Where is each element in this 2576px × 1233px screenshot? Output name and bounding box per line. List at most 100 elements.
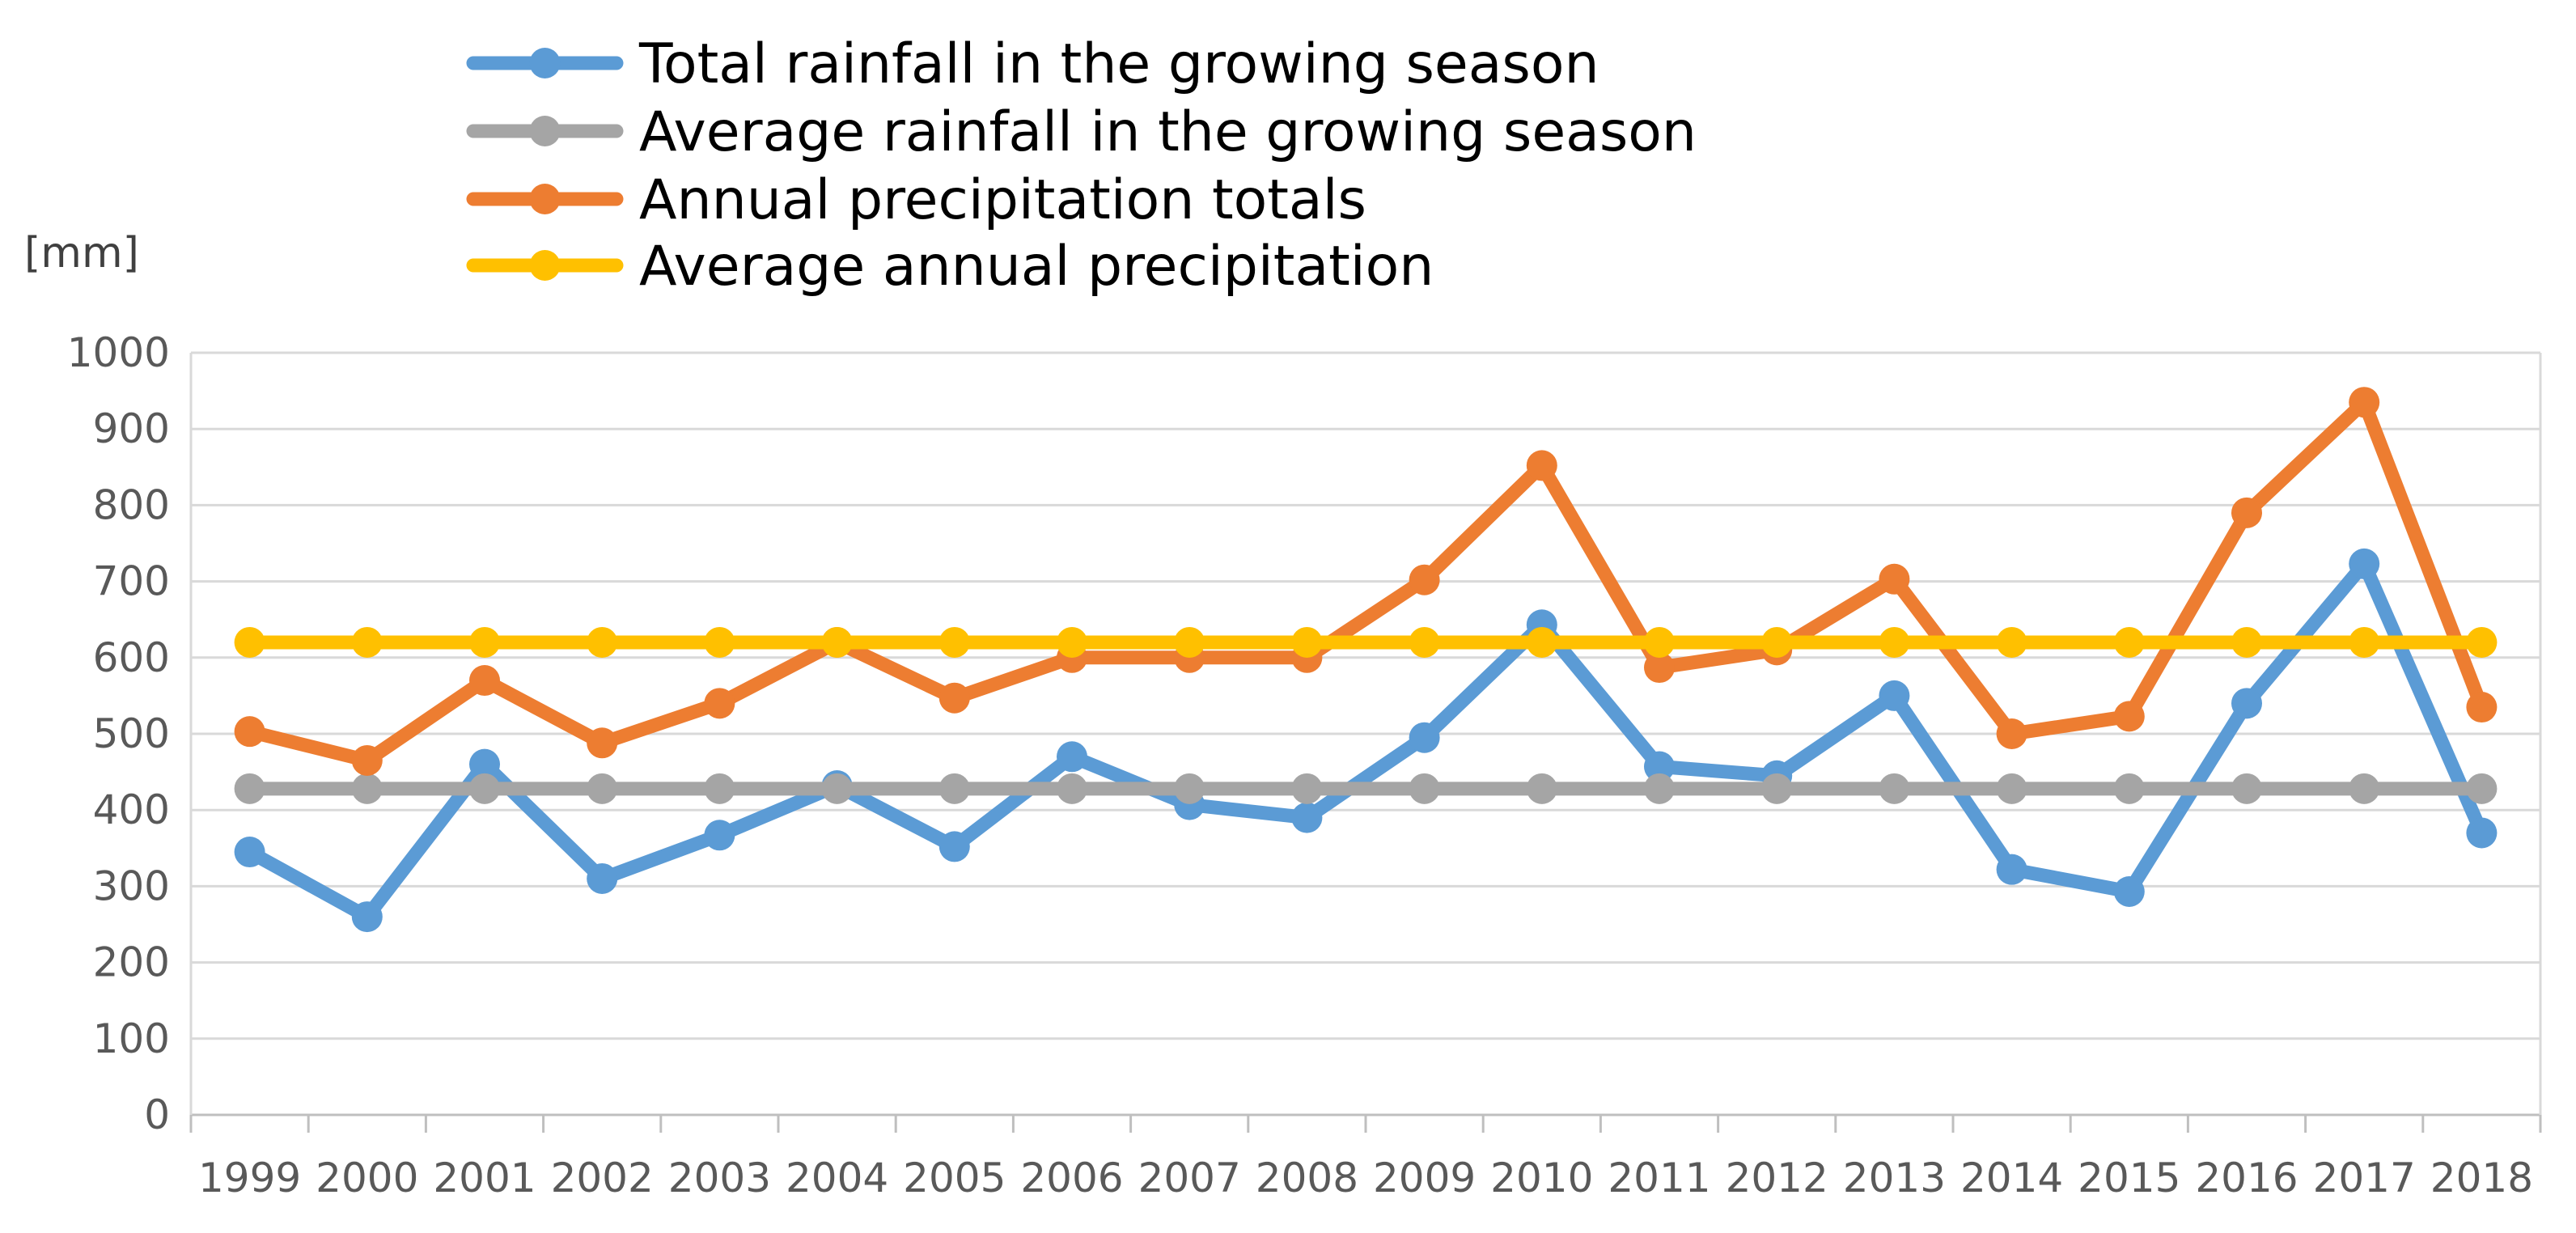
y-tick-label: 900 <box>93 405 170 452</box>
data-point <box>1526 773 1557 804</box>
data-point <box>1409 564 1440 595</box>
data-point <box>351 901 383 933</box>
legend-label: Average annual precipitation <box>639 235 1434 299</box>
data-point <box>587 773 618 804</box>
data-point <box>587 727 618 759</box>
data-point <box>1644 773 1675 804</box>
data-point <box>2231 626 2262 658</box>
data-point <box>1644 626 1675 658</box>
data-point <box>2231 688 2262 719</box>
x-tick-label: 2007 <box>1138 1155 1241 1201</box>
data-point <box>1879 773 1910 804</box>
y-tick-label: 600 <box>93 634 170 681</box>
x-tick-label: 2014 <box>1960 1155 2063 1201</box>
x-tick-label: 2003 <box>668 1155 771 1201</box>
data-point <box>1996 718 2027 749</box>
data-point <box>704 820 735 851</box>
x-tick-label: 2008 <box>1256 1155 1358 1201</box>
data-point <box>469 626 500 658</box>
legend-label: Annual precipitation totals <box>639 168 1366 232</box>
data-point <box>1761 773 1793 804</box>
legend-item: Average rainfall in the growing season <box>466 100 1697 164</box>
legend-swatch-marker <box>529 48 561 78</box>
data-point <box>2231 497 2262 528</box>
data-point <box>1644 751 1675 782</box>
data-point <box>351 773 383 804</box>
data-point <box>2466 817 2498 849</box>
data-point <box>2113 701 2145 732</box>
data-point <box>1996 773 2027 804</box>
data-point <box>2349 548 2380 579</box>
data-point <box>704 688 735 719</box>
x-tick-label: 2016 <box>2195 1155 2298 1201</box>
data-point <box>2466 626 2498 658</box>
data-point <box>1291 773 1323 804</box>
y-tick-label: 300 <box>93 862 170 909</box>
x-tick-label: 1999 <box>198 1155 301 1201</box>
data-point <box>234 626 265 658</box>
x-tick-label: 2012 <box>1726 1155 1828 1201</box>
data-point <box>1879 563 1910 595</box>
y-tick-label: 800 <box>93 481 170 528</box>
data-point <box>469 748 500 780</box>
y-tick-label: 700 <box>93 558 170 605</box>
x-tick-label: 2001 <box>433 1155 536 1201</box>
series-4 <box>234 626 2498 658</box>
y-tick-label: 0 <box>144 1091 170 1138</box>
data-point <box>704 773 735 804</box>
data-point <box>1879 626 1910 658</box>
legend-label: Total rainfall in the growing season <box>638 32 1599 96</box>
legend-label: Average rainfall in the growing season <box>639 100 1697 164</box>
x-tick-label: 2011 <box>1608 1155 1710 1201</box>
data-point <box>821 626 853 658</box>
x-tick-label: 2002 <box>551 1155 654 1201</box>
y-tick-label: 100 <box>93 1015 170 1062</box>
y-tick-label: 400 <box>93 786 170 833</box>
legend-swatch-marker <box>529 116 561 146</box>
x-tick-label: 2017 <box>2313 1155 2416 1201</box>
data-point <box>2349 387 2380 418</box>
legend-item: Annual precipitation totals <box>466 168 1366 232</box>
x-tick-label: 2013 <box>1843 1155 1946 1201</box>
plot-area: 0 100 200 300 400 500 600 700 800 900 1000 1999 200… <box>67 329 2542 1201</box>
data-point <box>351 744 383 776</box>
series-1 <box>234 548 2498 933</box>
data-point <box>2113 626 2145 658</box>
data-point <box>1291 626 1323 658</box>
data-point <box>2113 773 2145 804</box>
data-point <box>1174 626 1205 658</box>
data-point <box>2231 773 2262 804</box>
data-point <box>821 773 853 804</box>
data-point <box>234 773 265 804</box>
data-point <box>2466 692 2498 723</box>
data-point <box>1996 854 2027 885</box>
data-point <box>2349 626 2380 658</box>
legend-swatch-marker <box>529 184 561 214</box>
data-point <box>1409 722 1440 753</box>
data-point <box>1526 450 1557 481</box>
series-line <box>243 395 2489 768</box>
legend-swatch-marker <box>529 250 561 281</box>
data-point <box>1996 626 2027 658</box>
series-3 <box>234 387 2498 776</box>
data-point <box>938 831 970 862</box>
data-point <box>234 837 265 868</box>
data-point <box>938 682 970 714</box>
y-axis-ticks: 0 100 200 300 400 500 600 700 800 900 1000 <box>67 329 170 1138</box>
data-point <box>2466 773 2498 804</box>
legend: Total rainfall in the growing seasonAver… <box>466 32 1697 299</box>
data-point <box>2349 773 2380 804</box>
data-point <box>1409 626 1440 658</box>
series-2 <box>234 773 2498 804</box>
x-tick-label: 2018 <box>2430 1155 2533 1201</box>
series-group <box>234 387 2498 933</box>
gridlines <box>191 351 2540 1040</box>
x-tick-label: 2000 <box>316 1155 418 1201</box>
data-point <box>1526 626 1557 658</box>
data-point <box>1644 652 1675 684</box>
data-point <box>938 626 970 658</box>
x-tick-label: 2006 <box>1020 1155 1123 1201</box>
data-point <box>704 626 735 658</box>
y-tick-label: 200 <box>93 939 170 986</box>
